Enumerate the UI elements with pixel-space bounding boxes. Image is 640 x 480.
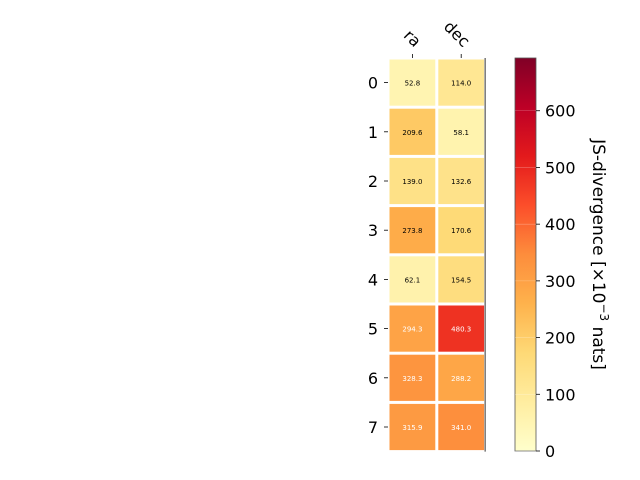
heatmap-cell-2-dec <box>438 157 485 205</box>
cell-value-label: 341.0 <box>451 424 471 432</box>
heatmap-cell-0-ra <box>389 59 436 106</box>
colorbar-gradient <box>514 57 537 452</box>
heatmap-cell-6-dec <box>438 354 485 401</box>
heatmap-cell-7-ra <box>389 403 436 451</box>
x-tick-label: dec <box>440 17 474 51</box>
heatmap-cell-3-ra <box>389 207 436 254</box>
cell-value-label: 170.6 <box>451 227 472 235</box>
colorbar-tick-label: 300 <box>545 272 576 291</box>
x-tick-label: ra <box>400 26 425 51</box>
cell-value-label: 315.9 <box>402 424 422 432</box>
colorbar-tick-label: 200 <box>545 329 576 348</box>
colorbar: 0 100 200 300 400 500 600 JS-divergence [×10−3 … <box>514 57 611 461</box>
heatmap-cell-0-dec <box>438 59 485 106</box>
colorbar-tick-label: 0 <box>545 442 555 461</box>
cell-value-label: 132.6 <box>451 178 472 186</box>
colorbar-label: JS-divergence [×10−3 nats] <box>588 138 611 370</box>
heatmap-cell-4-ra <box>389 256 436 303</box>
cell-value-label: 154.5 <box>451 276 471 284</box>
heatmap-cell-5-ra <box>389 305 436 352</box>
cell-value-label: 52.8 <box>405 80 421 88</box>
y-tick-label: 5 <box>368 320 378 339</box>
heatmap-cell-2-ra <box>389 157 436 205</box>
y-tick-label: 6 <box>368 369 378 388</box>
heatmap-cell-6-ra <box>389 354 436 401</box>
cell-value-label: 58.1 <box>453 129 469 137</box>
colorbar-tick-label: 400 <box>545 215 576 234</box>
cell-value-label: 294.3 <box>402 326 422 334</box>
heatmap-cell-1-ra <box>389 108 436 155</box>
cell-value-label: 62.1 <box>405 276 421 284</box>
y-tick-label: 0 <box>368 74 378 93</box>
y-tick-label: 7 <box>368 418 378 437</box>
cell-value-label: 209.6 <box>402 129 423 137</box>
y-tick-label: 1 <box>368 123 378 142</box>
cell-value-label: 288.2 <box>451 375 471 383</box>
colorbar-tick-label: 500 <box>545 158 576 177</box>
heatmap-cell-4-dec <box>438 256 485 303</box>
y-tick-label: 3 <box>368 221 378 240</box>
heatmap-cell-3-dec <box>438 207 485 254</box>
cell-value-label: 114.0 <box>451 80 471 88</box>
cell-value-label: 328.3 <box>402 375 422 383</box>
heatmap-cell-7-dec <box>438 403 485 451</box>
colorbar-tick-label: 100 <box>545 385 576 404</box>
colorbar-tick-label: 600 <box>545 102 576 121</box>
y-tick-label: 4 <box>368 270 378 289</box>
y-tick-label: 2 <box>368 172 378 191</box>
heatmap-cell-5-dec <box>438 305 485 352</box>
cell-value-label: 273.8 <box>402 227 422 235</box>
cell-value-label: 139.0 <box>402 178 422 186</box>
cell-value-label: 480.3 <box>451 326 471 334</box>
heatmap-cell-1-dec <box>438 108 485 155</box>
